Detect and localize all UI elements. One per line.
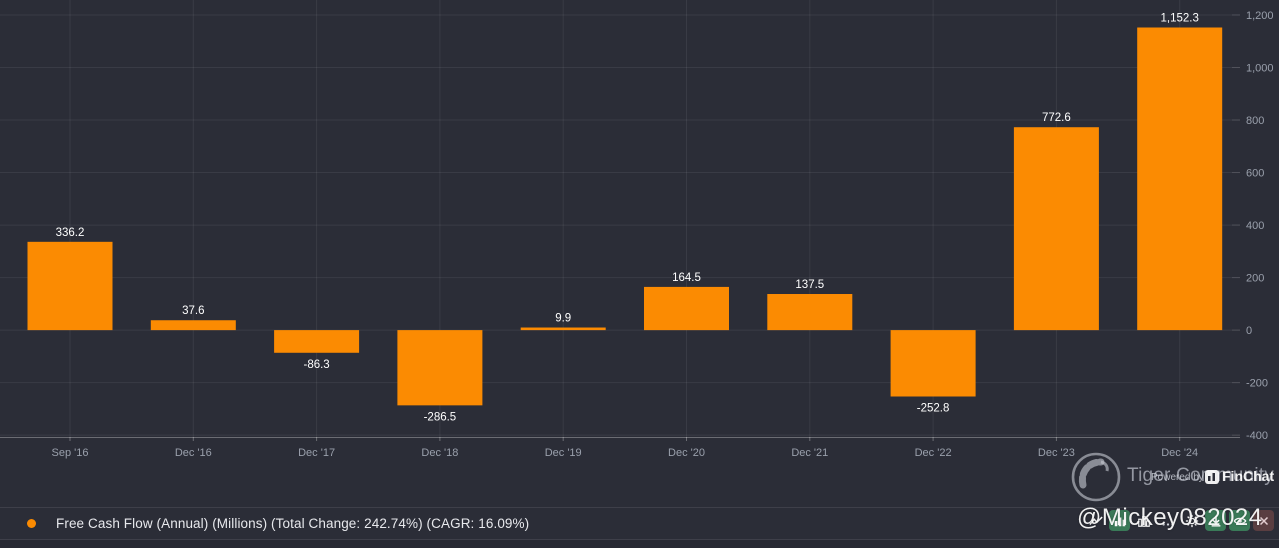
- bar-value-label: -252.8: [917, 403, 950, 415]
- bar[interactable]: [767, 294, 853, 331]
- settings-gear-button[interactable]: [1181, 510, 1202, 531]
- legend-bar: Free Cash Flow (Annual) (Millions) (Tota…: [0, 507, 1279, 540]
- free-cash-flow-bar-chart[interactable]: 1,200 1,000 800 600 400 200 0 -200 -400 336.2 37.6…: [0, 0, 1279, 470]
- x-axis-label: Dec '23: [1038, 447, 1075, 459]
- bar-value-label: 1,152.3: [1161, 12, 1199, 24]
- bar-value-label: 772.6: [1042, 112, 1071, 124]
- y-axis-label: 800: [1246, 115, 1264, 127]
- x-axis-label: Dec '21: [791, 447, 828, 459]
- x-axis-label: Dec '19: [545, 447, 582, 459]
- y-axis-label: 200: [1246, 273, 1264, 285]
- y-axis-label: 0: [1246, 325, 1252, 337]
- visibility-eye-button[interactable]: [1229, 510, 1250, 531]
- bar-value-label: 336.2: [56, 227, 85, 239]
- bar-value-label: 137.5: [795, 279, 824, 291]
- finchat-watermark: FinChat: [1222, 468, 1275, 484]
- bar[interactable]: [274, 330, 360, 353]
- bar[interactable]: [644, 286, 729, 331]
- column-chart-icon[interactable]: [1133, 510, 1154, 531]
- bar[interactable]: [150, 320, 236, 331]
- x-axis-label: Dec '16: [175, 447, 212, 459]
- bar-value-label: 164.5: [672, 272, 701, 284]
- legend-dot-icon: [27, 519, 36, 528]
- y-axis-label: 400: [1246, 220, 1264, 232]
- powered-by-text: Powered by: [1151, 472, 1204, 483]
- bar[interactable]: [890, 330, 976, 397]
- bottom-strip: [0, 540, 1279, 548]
- y-axis-label: -400: [1246, 430, 1268, 442]
- x-axis-label: Sep '16: [52, 447, 89, 459]
- more-options-icon[interactable]: [1157, 510, 1178, 531]
- bar[interactable]: [1137, 27, 1223, 331]
- x-axis-label: Dec '18: [421, 447, 458, 459]
- x-axis-label: Dec '24: [1161, 447, 1198, 459]
- bar-value-label: -86.3: [303, 359, 329, 371]
- x-axis-label: Dec '20: [668, 447, 705, 459]
- x-axis-label: Dec '17: [298, 447, 335, 459]
- trend-line-icon[interactable]: [1085, 510, 1106, 531]
- finchat-logo-icon: [1205, 470, 1219, 484]
- x-axis-label: Dec '22: [915, 447, 952, 459]
- legend-label: Free Cash Flow (Annual) (Millions) (Tota…: [56, 516, 530, 531]
- bar[interactable]: [1013, 127, 1099, 331]
- bar[interactable]: [27, 241, 113, 331]
- bar-value-label: 9.9: [555, 313, 571, 325]
- bar-value-label: -286.5: [424, 411, 457, 423]
- y-axis-label: 1,000: [1246, 62, 1274, 74]
- download-button[interactable]: [1205, 510, 1226, 531]
- close-button[interactable]: [1253, 510, 1274, 531]
- y-axis-label: -200: [1246, 378, 1268, 390]
- bar-value-label: 37.6: [182, 305, 204, 317]
- chart-toolbar: [1085, 510, 1274, 531]
- bar-chart-button[interactable]: [1109, 510, 1130, 531]
- y-axis-label: 600: [1246, 168, 1264, 180]
- bar[interactable]: [520, 327, 606, 331]
- y-axis-label: 1,200: [1246, 10, 1274, 22]
- bar[interactable]: [397, 330, 483, 406]
